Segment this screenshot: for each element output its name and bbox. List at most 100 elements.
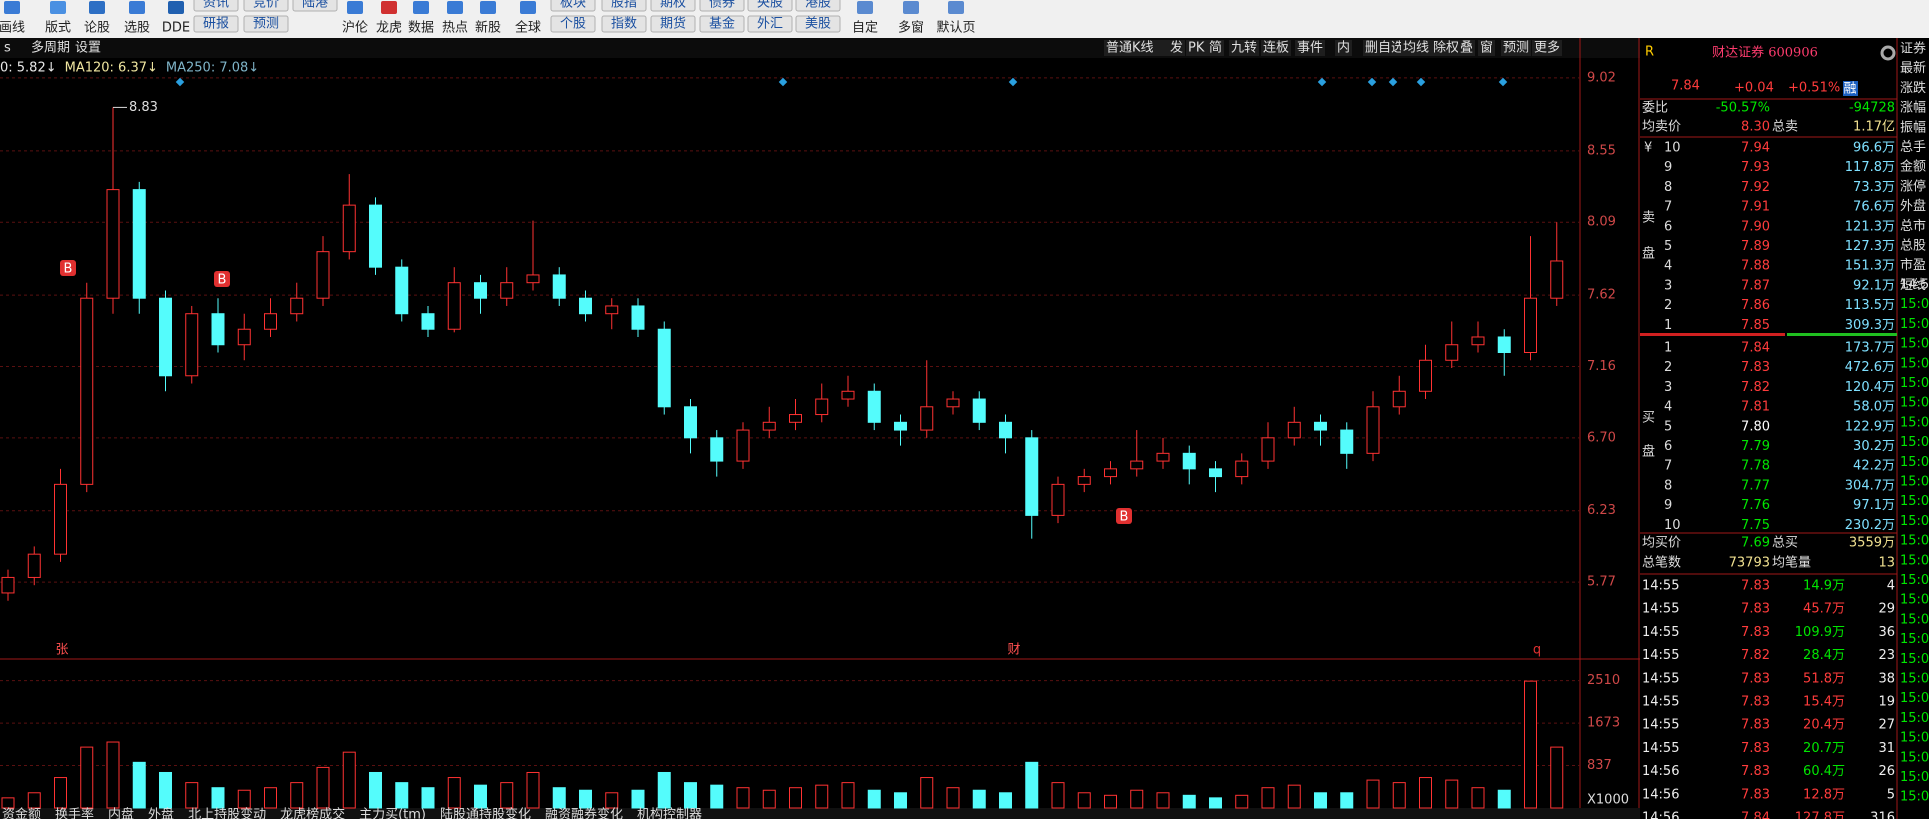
tool-label[interactable]: 默认页 bbox=[936, 20, 975, 36]
chart-tab[interactable]: 多周期 bbox=[31, 40, 70, 56]
chart-tool[interactable]: 窗 bbox=[1480, 40, 1493, 56]
indicator-tab[interactable]: 换手率 bbox=[55, 807, 94, 819]
price-tick-label: 6.70 bbox=[1587, 430, 1616, 445]
tool-button-label[interactable]: 资讯 bbox=[203, 0, 229, 11]
tool-button-label[interactable]: 研报 bbox=[203, 17, 229, 32]
tick-count: 19 bbox=[1878, 695, 1895, 710]
candle-body bbox=[1314, 421, 1327, 431]
candle-body bbox=[1287, 421, 1301, 439]
chart-tool[interactable]: 删自选 bbox=[1365, 41, 1404, 56]
tool-button-label[interactable]: 外汇 bbox=[757, 17, 783, 32]
chart-tool[interactable]: 发 bbox=[1170, 40, 1183, 56]
chart-tool[interactable]: 除权 bbox=[1433, 40, 1459, 56]
tool-button-label[interactable]: 央股 bbox=[757, 0, 783, 11]
chart-tool-bg bbox=[1458, 40, 1475, 56]
tool-label[interactable]: 热点 bbox=[442, 21, 468, 36]
tool-label[interactable]: 自定 bbox=[852, 21, 878, 36]
event-marker[interactable]: q bbox=[1533, 643, 1541, 658]
level-volume: 121.3万 bbox=[1845, 219, 1895, 234]
level-number: 6 bbox=[1664, 219, 1672, 234]
tick-time: 14:56 bbox=[1642, 811, 1679, 819]
event-marker[interactable]: 财 bbox=[1007, 643, 1020, 658]
tool-label[interactable]: 数据 bbox=[408, 21, 434, 36]
tool-label[interactable]: 多窗 bbox=[898, 20, 924, 36]
indicator-tab[interactable]: 外盘 bbox=[148, 807, 174, 819]
tool-button-label[interactable]: 债券 bbox=[709, 0, 735, 11]
side-panel-time: 15:0 bbox=[1900, 534, 1929, 549]
chart-tool[interactable]: PK bbox=[1188, 41, 1205, 56]
tool-label[interactable]: 选股 bbox=[124, 21, 150, 36]
last-price: 7.84 bbox=[1671, 79, 1700, 94]
tool-button-label[interactable]: 美股 bbox=[805, 17, 831, 32]
chart-tab[interactable]: 设置 bbox=[75, 41, 101, 56]
chart-tool[interactable]: 普通K线 bbox=[1106, 41, 1154, 56]
chart-tool[interactable]: 均线 bbox=[1403, 41, 1429, 56]
tool-button-label[interactable]: 港股 bbox=[805, 0, 831, 11]
tool-button-label[interactable]: 个股 bbox=[560, 17, 586, 32]
tool-button-label[interactable]: 基金 bbox=[709, 16, 735, 32]
volume-bar bbox=[1445, 779, 1459, 809]
chart-tool[interactable]: 九转 bbox=[1231, 41, 1257, 56]
volume-bar bbox=[1366, 779, 1380, 809]
tool-button-label[interactable]: 竞价 bbox=[253, 0, 279, 11]
tool-icon bbox=[447, 1, 463, 14]
level-volume: 42.2万 bbox=[1853, 459, 1895, 474]
ma-legend: MA120: 6.37↓ bbox=[65, 61, 158, 76]
candle-body bbox=[1104, 468, 1117, 478]
chart-tool[interactable]: 内 bbox=[1337, 40, 1350, 56]
tool-button-label[interactable]: 板块 bbox=[560, 0, 586, 11]
tool-button-label[interactable]: 股指 bbox=[611, 0, 637, 11]
chart-tab[interactable]: s bbox=[4, 41, 11, 56]
level-number: 8 bbox=[1664, 478, 1672, 493]
level-price: 7.77 bbox=[1741, 478, 1770, 493]
level-number: 1 bbox=[1664, 341, 1672, 356]
indicator-tab[interactable]: 资金额 bbox=[2, 807, 41, 819]
volume-bar bbox=[1130, 789, 1144, 809]
tool-label[interactable]: 画线 bbox=[0, 21, 25, 36]
tool-label[interactable]: DDE bbox=[162, 21, 190, 36]
tool-button-label[interactable]: 期权 bbox=[660, 0, 686, 11]
candle-body bbox=[185, 313, 199, 377]
volume-bar bbox=[579, 789, 592, 809]
tool-label[interactable]: 沪伦 bbox=[342, 20, 368, 36]
side-label: 买 bbox=[1642, 411, 1655, 426]
tool-button-label[interactable]: 期货 bbox=[660, 16, 686, 32]
tick-count: 27 bbox=[1878, 718, 1895, 733]
indicator-tab[interactable]: 龙虎榜成交 bbox=[280, 807, 345, 819]
tool-label[interactable]: 龙虎 bbox=[376, 21, 402, 36]
tool-button-label[interactable]: 预测 bbox=[253, 17, 279, 32]
tool-button bbox=[795, 0, 841, 12]
tool-label[interactable]: 论股 bbox=[84, 21, 110, 36]
candle-body bbox=[237, 328, 251, 346]
candle-body bbox=[27, 553, 41, 578]
side-panel-label: 总股 bbox=[1900, 239, 1926, 254]
indicator-tab[interactable]: 陆股通持股变化 bbox=[440, 807, 531, 819]
tool-label[interactable]: 版式 bbox=[45, 21, 71, 36]
indicator-tab[interactable]: 机构控制器 bbox=[637, 808, 702, 819]
chart-tool[interactable]: 简 bbox=[1209, 40, 1222, 56]
level-volume: 304.7万 bbox=[1845, 478, 1895, 493]
ratio: -50.57% bbox=[1716, 101, 1770, 116]
event-marker[interactable]: 张 bbox=[55, 643, 68, 658]
indicator-tab[interactable]: 内盘 bbox=[108, 807, 134, 819]
indicator-tab[interactable]: 融资融券变化 bbox=[545, 807, 623, 819]
tool-label[interactable]: 全球 bbox=[515, 20, 541, 36]
candle-body bbox=[421, 313, 435, 330]
indicator-tab[interactable]: 北上持股变动 bbox=[188, 807, 266, 819]
chart-tool[interactable]: 连板 bbox=[1263, 40, 1289, 56]
volume-bar bbox=[841, 782, 855, 809]
tool-button bbox=[243, 0, 289, 12]
tool-button-label[interactable]: 陆港 bbox=[302, 0, 328, 11]
chart-tool[interactable]: 更多 bbox=[1534, 40, 1560, 56]
chart-tool[interactable]: 事件 bbox=[1297, 41, 1323, 56]
indicator-tab[interactable]: 主力买(tm) bbox=[359, 808, 426, 819]
row-label: 均买价 bbox=[1642, 536, 1681, 551]
volume-bar bbox=[421, 787, 435, 809]
tool-label[interactable]: 新股 bbox=[475, 20, 501, 36]
tick-time: 14:55 bbox=[1642, 625, 1679, 640]
chart-tool[interactable]: 叠 bbox=[1460, 41, 1473, 56]
chart-tool[interactable]: 预测 bbox=[1503, 41, 1529, 56]
tool-button-label[interactable]: 指数 bbox=[611, 17, 637, 32]
